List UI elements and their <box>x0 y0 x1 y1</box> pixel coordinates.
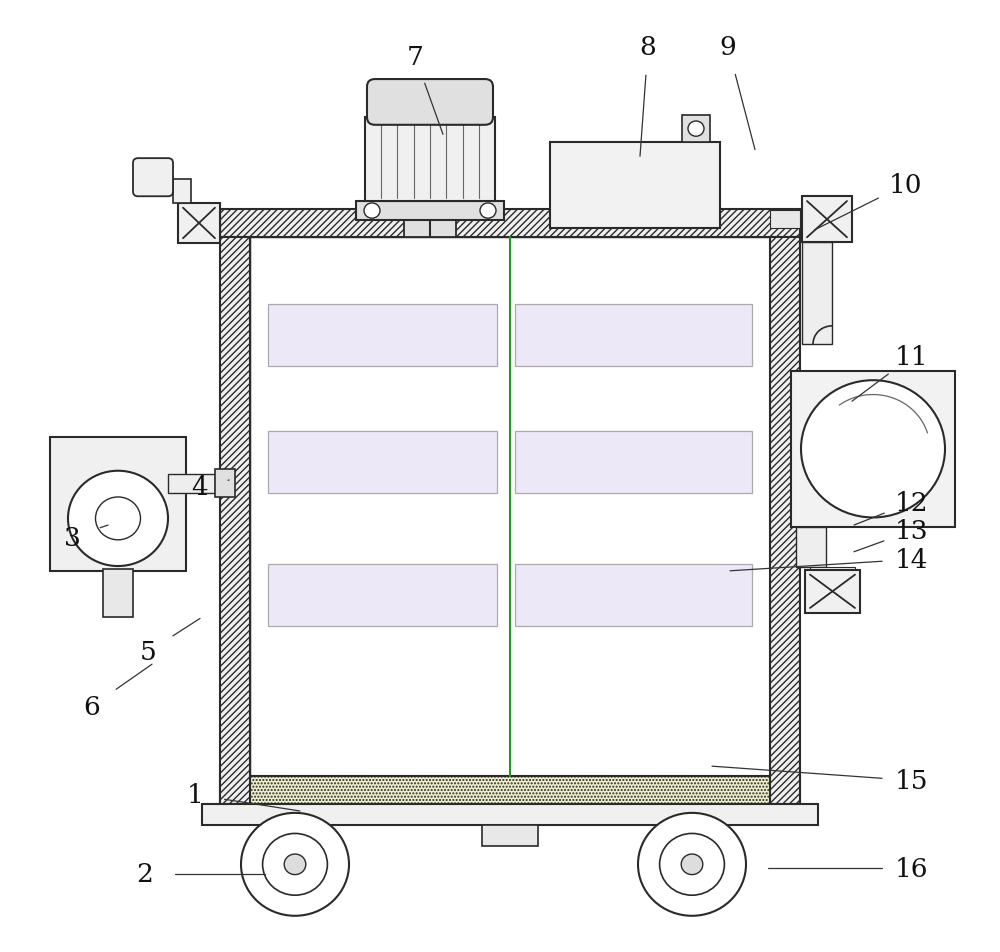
Bar <box>810 567 855 570</box>
Bar <box>805 570 860 613</box>
Text: 3: 3 <box>64 526 80 550</box>
Bar <box>791 371 955 527</box>
Text: 5: 5 <box>140 640 156 664</box>
Bar <box>770 210 800 229</box>
Bar <box>770 238 800 804</box>
Text: 13: 13 <box>895 519 929 544</box>
Text: 10: 10 <box>888 173 922 198</box>
Bar <box>173 180 191 204</box>
Bar <box>103 569 133 617</box>
Text: 12: 12 <box>895 490 929 515</box>
Circle shape <box>96 497 140 541</box>
Bar <box>202 804 818 825</box>
Circle shape <box>480 204 496 219</box>
Text: 7: 7 <box>407 45 423 69</box>
Bar <box>365 118 495 202</box>
Bar <box>515 565 752 626</box>
Bar <box>268 431 497 493</box>
Bar <box>356 202 504 221</box>
Text: 2: 2 <box>137 862 153 886</box>
Bar <box>802 197 852 243</box>
Text: 15: 15 <box>895 768 929 793</box>
Bar <box>168 474 215 493</box>
Bar <box>220 776 800 804</box>
Bar <box>268 305 497 367</box>
Circle shape <box>284 854 306 875</box>
Bar <box>482 825 538 846</box>
Text: 6: 6 <box>84 694 100 719</box>
Bar <box>268 565 497 626</box>
Bar <box>515 431 752 493</box>
Circle shape <box>638 813 746 916</box>
FancyBboxPatch shape <box>133 159 173 197</box>
Bar <box>796 527 826 567</box>
Circle shape <box>241 813 349 916</box>
Circle shape <box>68 471 168 566</box>
Bar <box>220 209 800 238</box>
Circle shape <box>364 204 380 219</box>
Bar <box>682 116 710 143</box>
Bar <box>250 238 770 776</box>
Bar <box>550 143 720 228</box>
Text: 4: 4 <box>192 475 208 500</box>
Circle shape <box>263 834 327 895</box>
Bar <box>220 238 250 804</box>
FancyBboxPatch shape <box>367 80 493 126</box>
Text: 14: 14 <box>895 547 929 572</box>
Text: 1: 1 <box>187 783 203 807</box>
Circle shape <box>801 381 945 518</box>
Bar <box>404 221 456 238</box>
Bar <box>178 204 220 244</box>
Text: 8: 8 <box>640 35 656 60</box>
Text: 11: 11 <box>895 345 929 369</box>
Bar <box>215 469 235 498</box>
Circle shape <box>681 854 703 875</box>
Circle shape <box>688 122 704 137</box>
Bar <box>802 243 832 345</box>
Bar <box>50 438 186 571</box>
Text: 9: 9 <box>720 35 736 60</box>
Bar <box>515 305 752 367</box>
Text: 16: 16 <box>895 856 929 881</box>
Bar <box>190 215 220 232</box>
Circle shape <box>660 834 724 895</box>
